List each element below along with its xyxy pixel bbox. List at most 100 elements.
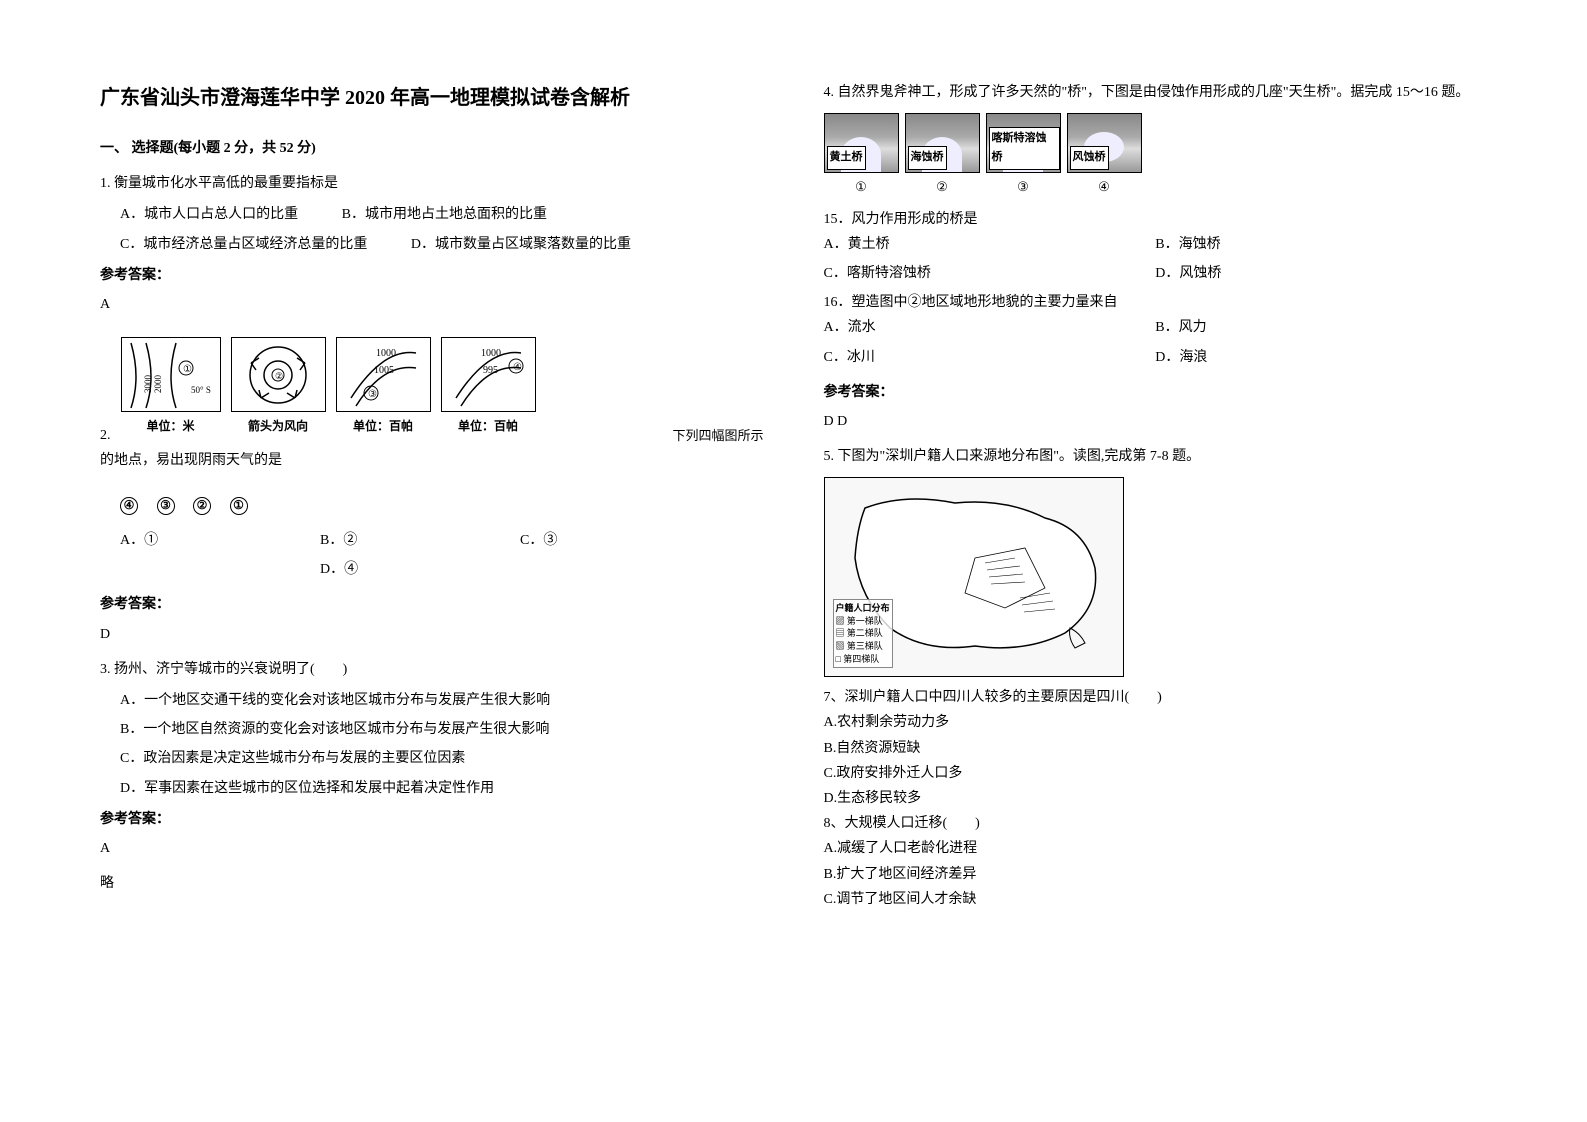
diagram-4: 1000 995 ④ 单位：百帕	[441, 337, 536, 438]
legend-2: ▤ 第二梯队	[836, 627, 890, 640]
q2-opt-d: D．④	[320, 557, 520, 582]
svg-text:2000: 2000	[153, 375, 163, 394]
q4-16-a: A．流水	[824, 315, 1156, 340]
contour-icon: 3000 2000 ① 50° S	[121, 338, 221, 411]
svg-text:④: ④	[513, 362, 522, 373]
q4-15-d: D．风蚀桥	[1155, 261, 1487, 286]
q3-answer-label: 参考答案：	[100, 807, 764, 832]
svg-text:3000: 3000	[143, 375, 153, 394]
q4-16-d: D．海浪	[1155, 345, 1487, 370]
q3-options: A．一个地区交通干线的变化会对该地区城市分布与发展产生很大影响 B．一个地区自然…	[100, 688, 764, 801]
legend-4: □ 第四梯队	[836, 653, 890, 666]
q2-answer: D	[100, 622, 764, 647]
q1-opt-d: D．城市数量占区域聚落数量的比重	[411, 232, 631, 257]
bridge-4-num: ④	[1098, 175, 1110, 198]
bridge-1: 黄土桥 ①	[824, 113, 899, 198]
bridge-1-label: 黄土桥	[827, 146, 866, 170]
q1-opt-c: C．城市经济总量占区域经济总量的比重	[120, 232, 367, 257]
q4-15-c: C．喀斯特溶蚀桥	[824, 261, 1156, 286]
q1-row1: A．城市人口占总人口的比重 B．城市用地占土地总面积的比重	[120, 202, 764, 227]
q4-sub15-opts: A．黄土桥 B．海蚀桥 C．喀斯特溶蚀桥 D．风蚀桥	[824, 232, 1488, 290]
q4-sub16-text: 16．塑造图中②地区域地形地貌的主要力量来自	[824, 290, 1488, 315]
q5-7-b: B.自然资源短缺	[824, 736, 1488, 761]
bridge-4-img: 风蚀桥	[1067, 113, 1142, 173]
bridge-3-label: 喀斯特溶蚀桥	[989, 127, 1060, 171]
d4-caption: 单位：百帕	[458, 416, 518, 438]
bridge-4-label: 风蚀桥	[1070, 146, 1109, 170]
circled-1: ①	[230, 497, 248, 515]
svg-text:②: ②	[275, 371, 283, 381]
q4-text: 4. 自然界鬼斧神工，形成了许多天然的"桥"，下图是由侵蚀作用形成的几座"天生桥…	[824, 80, 1488, 105]
svg-text:③: ③	[368, 389, 377, 400]
bridge-2-num: ②	[936, 175, 948, 198]
q2-options: A．① B．② C．③ D．④	[100, 528, 764, 586]
q2-answer-label: 参考答案：	[100, 592, 764, 617]
bridge-1-num: ①	[855, 175, 867, 198]
q5-sub8-text: 8、大规模人口迁移( )	[824, 811, 1488, 836]
q5-8-a: A.减缓了人口老龄化进程	[824, 836, 1488, 861]
q4-15-b: B．海蚀桥	[1155, 232, 1487, 257]
q4-answer-label: 参考答案：	[824, 380, 1488, 405]
bridge-2: 海蚀桥 ②	[905, 113, 980, 198]
svg-text:50° S: 50° S	[191, 385, 211, 395]
question-2: 2. 3000 2000 ① 50° S	[100, 327, 764, 647]
bridge-3: 喀斯特溶蚀桥 ③	[986, 113, 1061, 198]
q2-prefix: 2.	[100, 423, 111, 448]
q4-sub16-opts: A．流水 B．风力 C．冰川 D．海浪	[824, 315, 1488, 373]
bridge-3-num: ③	[1017, 175, 1029, 198]
page-container: 广东省汕头市澄海莲华中学 2020 年高一地理模拟试卷含解析 一、 选择题(每小…	[100, 80, 1487, 920]
wind-icon: ②	[231, 338, 326, 411]
q2-line2: 的地点，易出现阴雨天气的是	[100, 448, 764, 473]
q3-answer: A	[100, 836, 764, 861]
q3-note: 略	[100, 871, 764, 896]
q3-opt-d: D．军事因素在这些城市的区位选择和发展中起着决定性作用	[120, 776, 764, 801]
q1-text: 1. 衡量城市化水平高低的最重要指标是	[100, 171, 764, 196]
q5-8-c: C.调节了地区间人才余缺	[824, 887, 1488, 912]
question-3: 3. 扬州、济宁等城市的兴衰说明了( ) A．一个地区交通干线的变化会对该地区城…	[100, 657, 764, 897]
bridge-3-img: 喀斯特溶蚀桥	[986, 113, 1061, 173]
right-column: 4. 自然界鬼斧神工，形成了许多天然的"桥"，下图是由侵蚀作用形成的几座"天生桥…	[824, 80, 1488, 920]
question-5: 5. 下图为"深圳户籍人口来源地分布图"。读图,完成第 7-8 题。	[824, 444, 1488, 912]
question-4: 4. 自然界鬼斧神工，形成了许多天然的"桥"，下图是由侵蚀作用形成的几座"天生桥…	[824, 80, 1488, 434]
svg-text:1000: 1000	[481, 348, 501, 359]
isobar-3-icon: 1000 1005 ③	[336, 338, 431, 411]
legend-3: ▧ 第三梯队	[836, 640, 890, 653]
q5-text: 5. 下图为"深圳户籍人口来源地分布图"。读图,完成第 7-8 题。	[824, 444, 1488, 469]
legend-title: 户籍人口分布	[836, 602, 890, 615]
svg-text:①: ①	[183, 364, 192, 375]
bridge-images: 黄土桥 ① 海蚀桥 ② 喀斯特溶蚀桥 ③	[824, 113, 1488, 198]
q5-7-a: A.农村剩余劳动力多	[824, 710, 1488, 735]
q2-diagrams: 3000 2000 ① 50° S 单位：米	[121, 337, 673, 438]
svg-text:1000: 1000	[376, 348, 396, 359]
q3-text: 3. 扬州、济宁等城市的兴衰说明了( )	[100, 657, 764, 682]
question-1: 1. 衡量城市化水平高低的最重要指标是 A．城市人口占总人口的比重 B．城市用地…	[100, 171, 764, 317]
q1-opt-a: A．城市人口占总人口的比重	[120, 202, 298, 227]
bridge-2-label: 海蚀桥	[908, 146, 947, 170]
exam-title: 广东省汕头市澄海莲华中学 2020 年高一地理模拟试卷含解析	[100, 80, 764, 116]
china-map: 户籍人口分布 ▨ 第一梯队 ▤ 第二梯队 ▧ 第三梯队 □ 第四梯队	[824, 477, 1124, 677]
q3-opt-b: B．一个地区自然资源的变化会对该地区城市分布与发展产生很大影响	[120, 717, 764, 742]
q2-trailing: 下列四幅图所示	[672, 424, 763, 447]
q1-options: A．城市人口占总人口的比重 B．城市用地占土地总面积的比重 C．城市经济总量占区…	[100, 202, 764, 256]
bridge-1-img: 黄土桥	[824, 113, 899, 173]
q2-circled-row: ④ ③ ② ①	[120, 493, 764, 518]
left-column: 广东省汕头市澄海莲华中学 2020 年高一地理模拟试卷含解析 一、 选择题(每小…	[100, 80, 764, 920]
diagram-1: 3000 2000 ① 50° S 单位：米	[121, 337, 221, 438]
q1-row2: C．城市经济总量占区域经济总量的比重 D．城市数量占区域聚落数量的比重	[120, 232, 764, 257]
q4-answer: D D	[824, 409, 1488, 434]
circled-2: ②	[193, 497, 211, 515]
svg-text:995: 995	[483, 365, 498, 376]
q5-7-c: C.政府安排外迁人口多	[824, 761, 1488, 786]
q4-sub15-text: 15．风力作用形成的桥是	[824, 207, 1488, 232]
q2-opt-c: C．③	[520, 528, 720, 553]
legend-1: ▨ 第一梯队	[836, 615, 890, 628]
isobar-4-icon: 1000 995 ④	[441, 338, 536, 411]
bridge-2-img: 海蚀桥	[905, 113, 980, 173]
bridge-4: 风蚀桥 ④	[1067, 113, 1142, 198]
d2-caption: 箭头为风向	[248, 416, 308, 438]
q5-7-d: D.生态移民较多	[824, 786, 1488, 811]
q2-opt-b: B．②	[320, 528, 520, 553]
svg-text:1005: 1005	[374, 365, 394, 376]
section-1-header: 一、 选择题(每小题 2 分，共 52 分)	[100, 136, 764, 161]
d3-caption: 单位：百帕	[353, 416, 413, 438]
